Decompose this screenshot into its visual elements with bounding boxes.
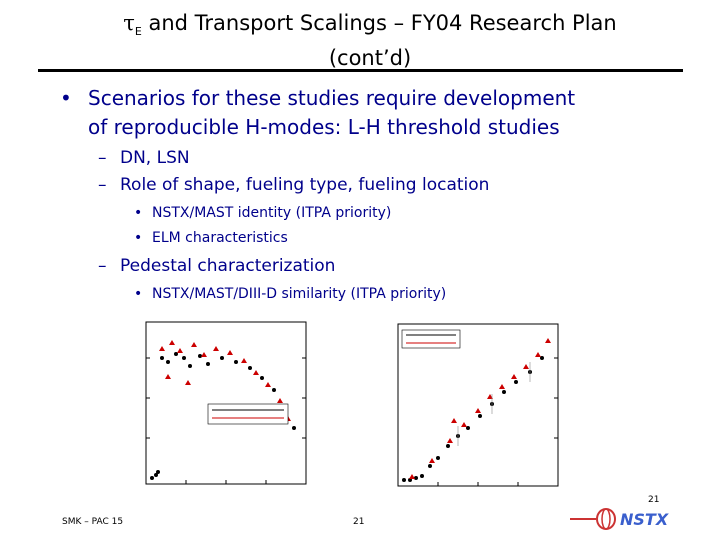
title-text: and Transport Scalings – FY04 Research P… bbox=[141, 11, 617, 35]
dash-marker: – bbox=[98, 256, 107, 276]
sub-sub-bullet-identity: NSTX/MAST identity (ITPA priority) bbox=[152, 205, 392, 221]
title-line-1: τE and Transport Scalings – FY04 Researc… bbox=[60, 10, 680, 45]
bullet-dot: • bbox=[60, 86, 72, 110]
corner-page-number: 21 bbox=[648, 495, 660, 505]
title-tau: τ bbox=[123, 11, 135, 35]
svg-text:NSTX: NSTX bbox=[620, 510, 669, 529]
footer-author: SMK – PAC 15 bbox=[62, 517, 124, 527]
slide-title: τE and Transport Scalings – FY04 Researc… bbox=[60, 10, 680, 72]
dash-marker: – bbox=[98, 175, 107, 195]
right-profile-plot-image bbox=[397, 323, 559, 487]
title-rule bbox=[38, 69, 683, 72]
dash-marker: – bbox=[98, 148, 107, 168]
sub-bullet-shape-types: DN, LSN bbox=[120, 148, 190, 168]
title-subscript: E bbox=[134, 25, 142, 39]
dot-marker: • bbox=[134, 205, 143, 221]
dot-marker: • bbox=[134, 286, 143, 302]
sub-bullet-role-of-shape: Role of shape, fueling type, fueling loc… bbox=[120, 175, 490, 195]
left-profile-plot-image bbox=[145, 321, 307, 485]
nstx-logo-icon: NSTX bbox=[570, 508, 669, 530]
footer-page-number: 21 bbox=[353, 517, 365, 527]
main-bullet-line-2: of reproducible H-modes: L-H threshold s… bbox=[88, 115, 560, 139]
sub-sub-bullet-similarity: NSTX/MAST/DIII-D similarity (ITPA priori… bbox=[152, 286, 447, 302]
dot-marker: • bbox=[134, 230, 143, 246]
main-bullet-line-1: Scenarios for these studies require deve… bbox=[88, 86, 576, 110]
title-line-2: (cont’d) bbox=[328, 46, 412, 71]
sub-sub-bullet-elm: ELM characteristics bbox=[152, 230, 288, 246]
sub-bullet-pedestal: Pedestal characterization bbox=[120, 256, 336, 276]
